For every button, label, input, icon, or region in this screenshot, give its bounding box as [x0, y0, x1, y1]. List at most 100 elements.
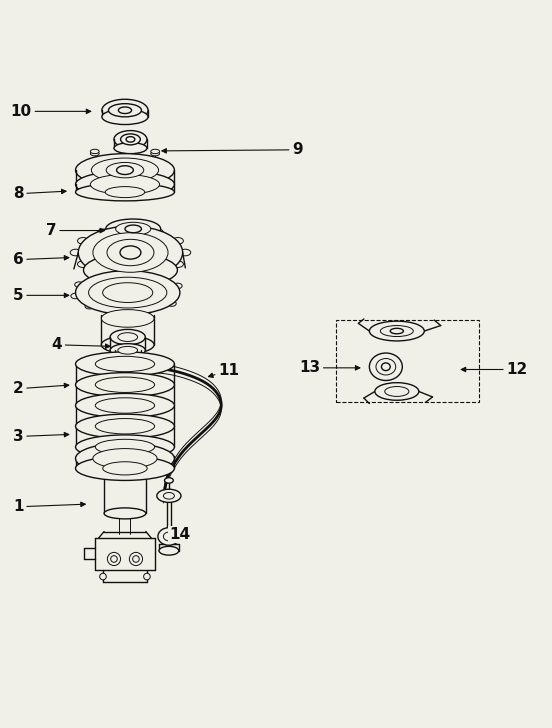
Ellipse shape	[163, 493, 174, 499]
Ellipse shape	[125, 226, 136, 232]
Ellipse shape	[95, 377, 155, 392]
Ellipse shape	[105, 186, 145, 197]
Ellipse shape	[118, 333, 137, 341]
Ellipse shape	[385, 387, 409, 397]
Ellipse shape	[104, 508, 146, 519]
Ellipse shape	[115, 222, 151, 235]
Text: 11: 11	[209, 363, 240, 378]
Text: 6: 6	[13, 252, 69, 267]
Ellipse shape	[120, 134, 140, 145]
Text: 3: 3	[13, 429, 69, 444]
Ellipse shape	[151, 149, 160, 154]
Ellipse shape	[114, 130, 147, 149]
Ellipse shape	[91, 151, 99, 156]
Text: 13: 13	[299, 360, 360, 376]
Ellipse shape	[118, 107, 131, 114]
Text: 12: 12	[461, 362, 528, 377]
Ellipse shape	[369, 353, 402, 381]
Ellipse shape	[117, 432, 132, 439]
Ellipse shape	[102, 109, 148, 124]
Ellipse shape	[380, 325, 413, 336]
Ellipse shape	[159, 546, 179, 555]
Ellipse shape	[91, 149, 99, 154]
Ellipse shape	[102, 309, 154, 327]
Ellipse shape	[117, 448, 132, 455]
Text: 5: 5	[13, 288, 69, 303]
Ellipse shape	[70, 249, 81, 256]
Ellipse shape	[76, 271, 180, 314]
Ellipse shape	[167, 301, 176, 306]
Ellipse shape	[117, 416, 132, 422]
Ellipse shape	[93, 233, 168, 272]
Ellipse shape	[112, 309, 121, 314]
Ellipse shape	[172, 237, 183, 244]
Ellipse shape	[85, 304, 94, 309]
Ellipse shape	[95, 273, 104, 279]
Ellipse shape	[107, 240, 154, 266]
Ellipse shape	[158, 528, 180, 545]
Ellipse shape	[76, 414, 174, 438]
Ellipse shape	[164, 478, 173, 483]
Ellipse shape	[375, 383, 419, 400]
Ellipse shape	[95, 397, 155, 414]
Ellipse shape	[76, 171, 174, 197]
Ellipse shape	[83, 253, 177, 287]
Ellipse shape	[120, 151, 129, 156]
Ellipse shape	[120, 149, 129, 154]
Ellipse shape	[76, 443, 174, 474]
Circle shape	[108, 553, 120, 566]
Ellipse shape	[71, 293, 79, 298]
Ellipse shape	[95, 419, 155, 434]
Ellipse shape	[102, 336, 154, 354]
Bar	[336, 320, 479, 403]
Ellipse shape	[78, 226, 183, 279]
Ellipse shape	[88, 277, 167, 308]
Ellipse shape	[125, 270, 134, 276]
Ellipse shape	[91, 158, 158, 182]
Text: 2: 2	[13, 381, 69, 396]
Ellipse shape	[173, 283, 182, 288]
Ellipse shape	[110, 329, 145, 345]
Text: 1: 1	[13, 499, 85, 514]
Ellipse shape	[76, 435, 174, 459]
Ellipse shape	[144, 308, 152, 314]
Ellipse shape	[109, 103, 141, 117]
Ellipse shape	[91, 175, 160, 194]
Text: 7: 7	[46, 223, 104, 238]
Circle shape	[111, 555, 117, 562]
Ellipse shape	[114, 143, 147, 154]
Ellipse shape	[75, 282, 83, 288]
Text: 4: 4	[51, 337, 110, 352]
Ellipse shape	[76, 456, 174, 480]
Ellipse shape	[116, 166, 134, 175]
Ellipse shape	[98, 229, 109, 236]
Ellipse shape	[98, 269, 109, 276]
Ellipse shape	[117, 399, 132, 405]
Ellipse shape	[376, 358, 396, 375]
Ellipse shape	[125, 225, 141, 233]
Ellipse shape	[106, 219, 161, 239]
Ellipse shape	[117, 366, 132, 373]
Ellipse shape	[76, 154, 174, 186]
Ellipse shape	[152, 229, 163, 236]
Text: 10: 10	[10, 104, 91, 119]
Ellipse shape	[76, 183, 174, 201]
Circle shape	[144, 573, 150, 579]
Circle shape	[100, 573, 107, 579]
Text: 9: 9	[162, 142, 303, 157]
Ellipse shape	[180, 249, 191, 256]
Ellipse shape	[77, 237, 88, 244]
Ellipse shape	[390, 328, 404, 334]
Ellipse shape	[76, 352, 174, 376]
Ellipse shape	[369, 321, 424, 341]
Ellipse shape	[95, 356, 155, 372]
Ellipse shape	[76, 393, 174, 418]
Ellipse shape	[77, 261, 88, 267]
Ellipse shape	[103, 462, 147, 475]
Text: 14: 14	[169, 527, 190, 542]
Ellipse shape	[118, 347, 137, 354]
Ellipse shape	[103, 282, 153, 303]
Ellipse shape	[125, 272, 136, 279]
Ellipse shape	[152, 269, 163, 276]
Ellipse shape	[172, 261, 183, 267]
